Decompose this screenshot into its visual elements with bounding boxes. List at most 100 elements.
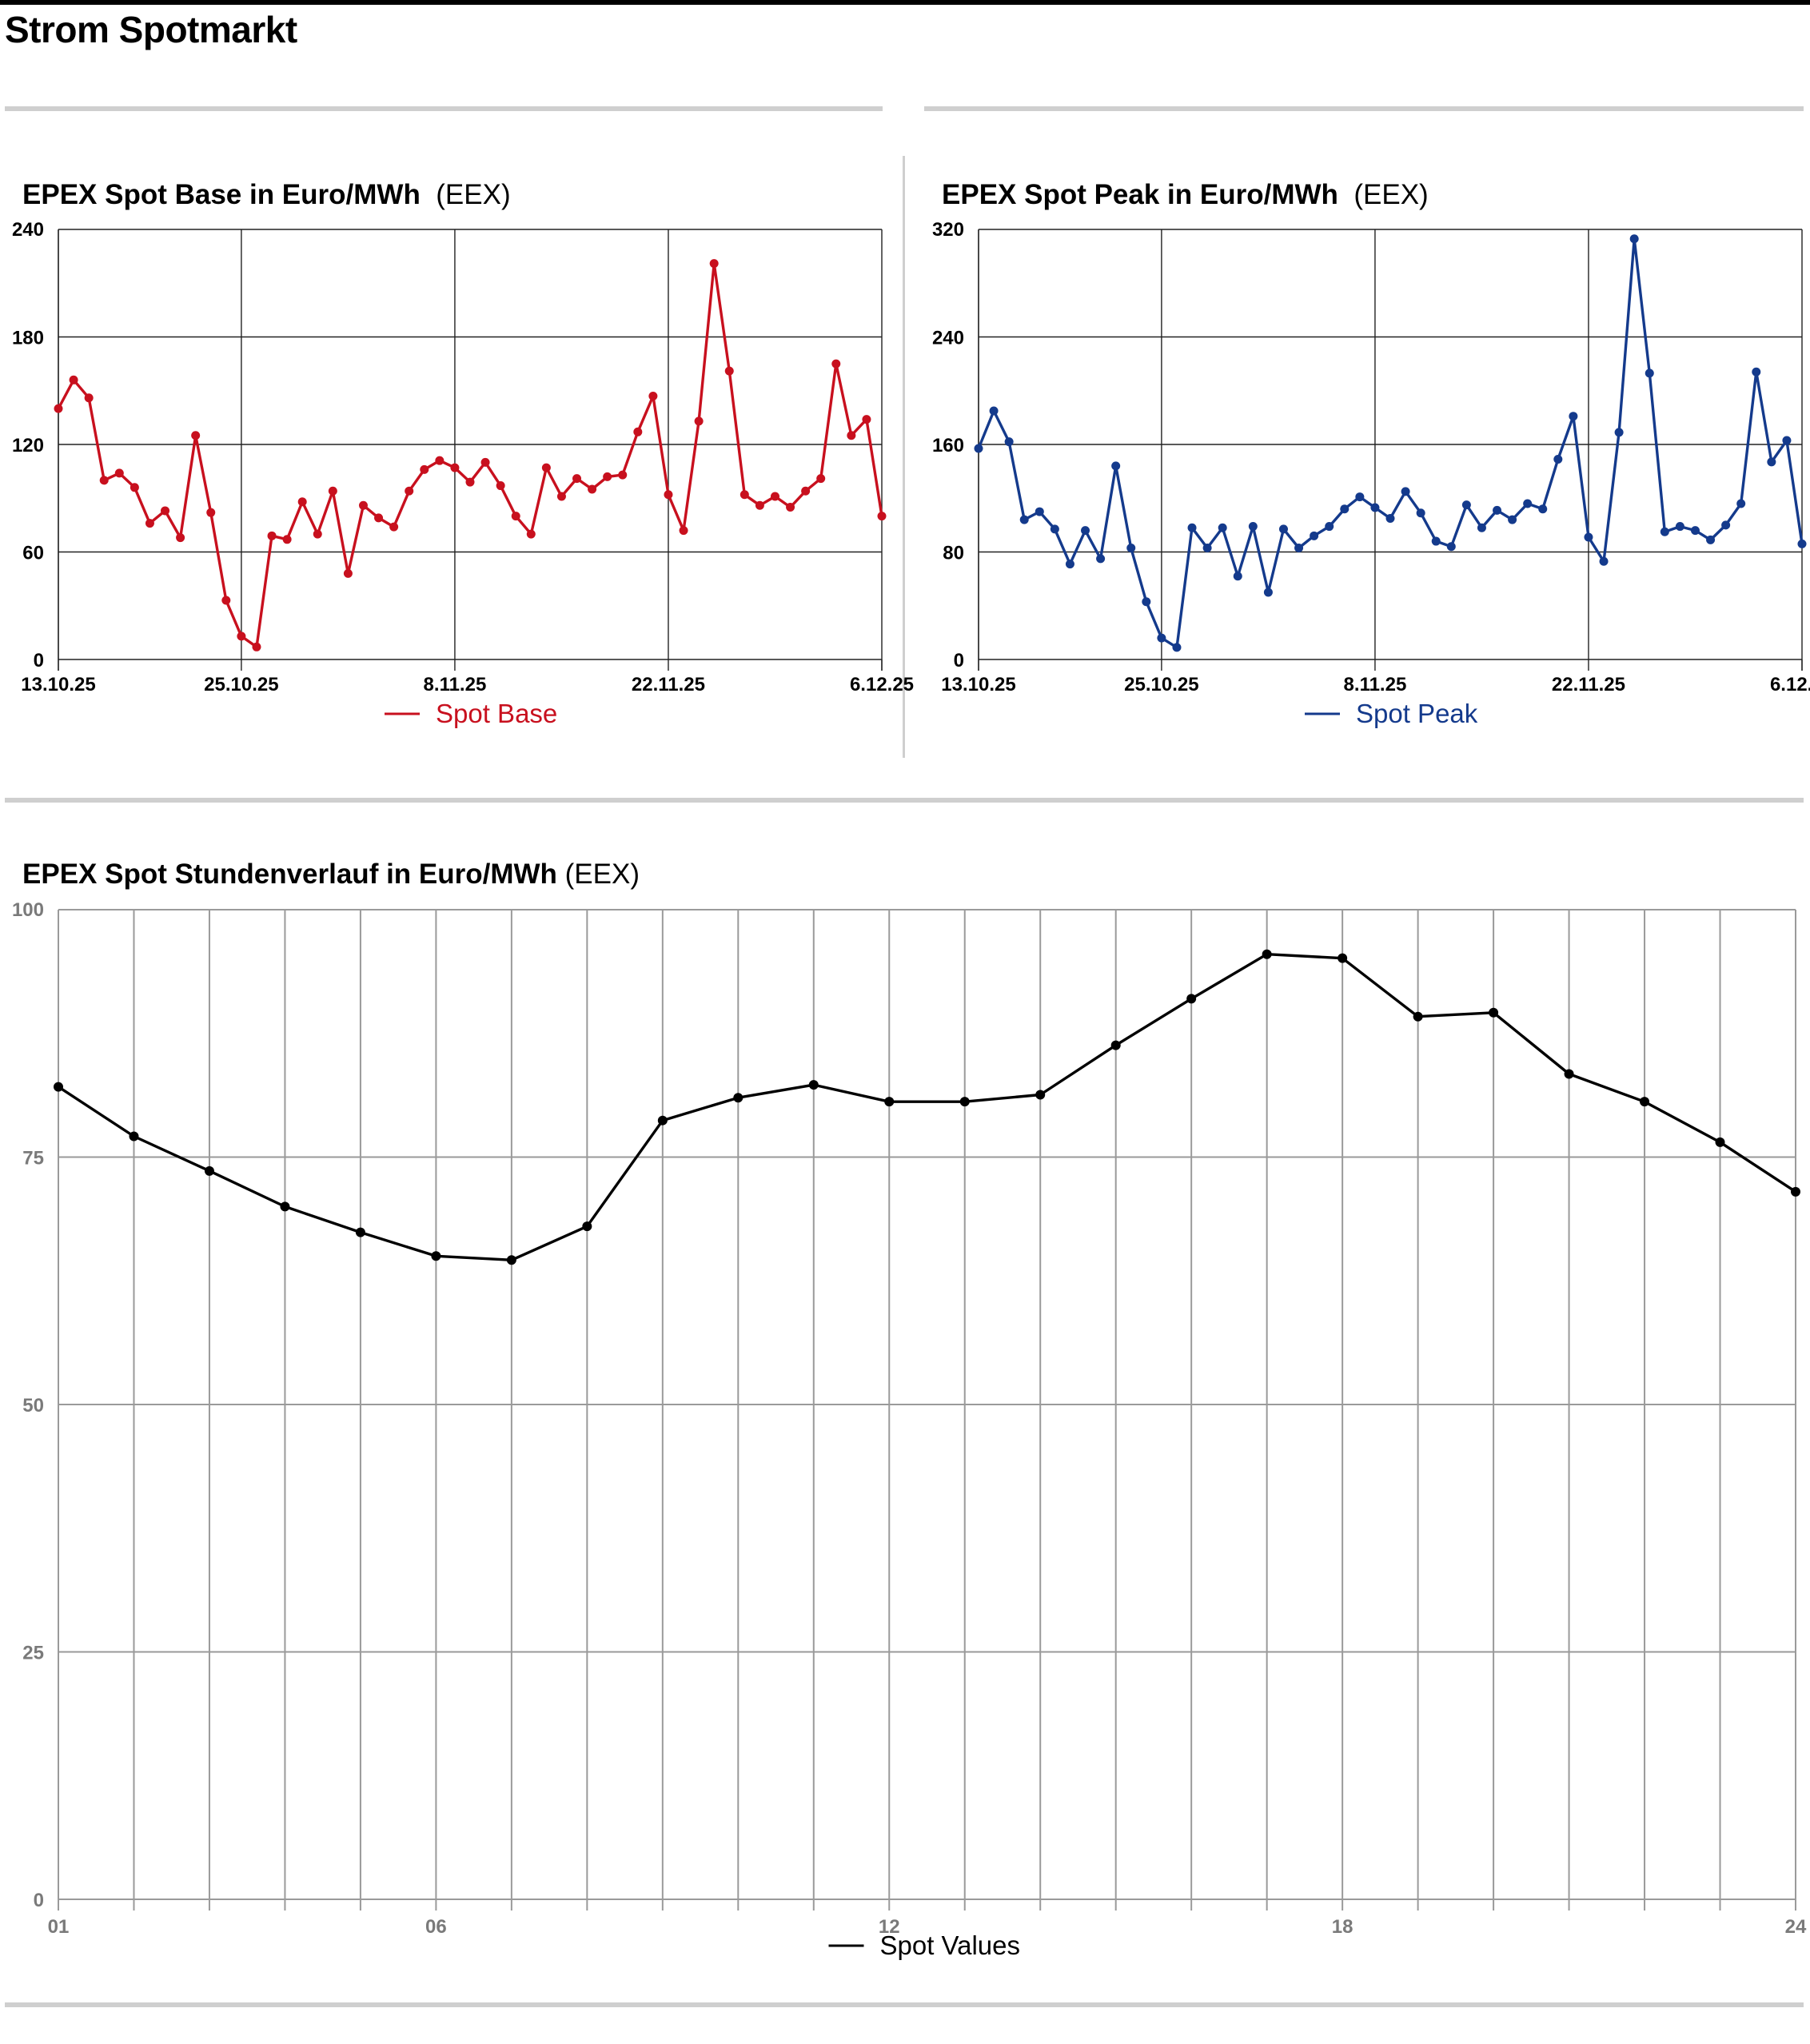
data-point bbox=[1186, 994, 1197, 1004]
data-point bbox=[1338, 953, 1348, 963]
y-tick-label: 120 bbox=[12, 435, 44, 456]
data-point bbox=[1126, 543, 1136, 552]
data-point bbox=[1081, 526, 1090, 536]
data-point bbox=[129, 1131, 139, 1142]
x-tick-label: 25.10.25 bbox=[204, 674, 278, 695]
data-point bbox=[1599, 556, 1609, 566]
data-point bbox=[770, 492, 779, 501]
data-point bbox=[1431, 536, 1441, 546]
data-point bbox=[618, 470, 628, 480]
data-point bbox=[204, 1165, 214, 1176]
data-point bbox=[389, 522, 399, 532]
data-point bbox=[847, 431, 856, 440]
data-point bbox=[1263, 588, 1273, 597]
data-point bbox=[405, 486, 414, 496]
data-point bbox=[54, 404, 63, 413]
data-point bbox=[1645, 369, 1654, 378]
data-point bbox=[755, 500, 764, 510]
data-point bbox=[130, 483, 139, 492]
y-tick-label: 160 bbox=[932, 435, 964, 456]
data-point bbox=[603, 472, 612, 481]
data-point bbox=[1157, 633, 1166, 643]
x-tick-label: 6.12.25 bbox=[850, 674, 914, 695]
data-point bbox=[511, 512, 520, 521]
data-point bbox=[252, 642, 261, 651]
data-point bbox=[1096, 554, 1106, 564]
data-point bbox=[420, 464, 429, 474]
data-point bbox=[1355, 492, 1365, 502]
data-point bbox=[1416, 508, 1425, 518]
y-tick-label: 320 bbox=[932, 219, 964, 241]
data-point bbox=[1172, 643, 1182, 652]
data-point bbox=[1262, 949, 1272, 959]
column-divider bbox=[903, 156, 905, 758]
top-rule bbox=[0, 0, 1810, 5]
data-point bbox=[1446, 542, 1456, 552]
data-point bbox=[1385, 513, 1395, 523]
data-point bbox=[877, 512, 887, 521]
data-point bbox=[1340, 504, 1350, 514]
y-tick-label: 75 bbox=[22, 1148, 44, 1169]
series-line-peak bbox=[977, 237, 1804, 649]
data-point bbox=[1035, 507, 1044, 516]
data-point bbox=[1721, 520, 1731, 530]
data-point bbox=[588, 484, 597, 494]
legend-label: Spot Peak bbox=[1356, 699, 1478, 728]
data-point bbox=[176, 533, 185, 543]
chart-title-peak: EPEX Spot Peak in Euro/MWh (EEX) bbox=[942, 179, 1429, 211]
data-point bbox=[1690, 526, 1700, 536]
data-point bbox=[1782, 436, 1792, 445]
x-tick-label: 22.11.25 bbox=[632, 674, 705, 695]
y-tick-label: 0 bbox=[954, 650, 964, 671]
data-point bbox=[374, 513, 384, 523]
y-tick-label: 240 bbox=[932, 328, 964, 349]
data-point bbox=[114, 468, 124, 478]
data-point bbox=[1736, 499, 1746, 508]
y-tick-label: 25 bbox=[22, 1643, 44, 1664]
data-point bbox=[648, 391, 658, 400]
data-point bbox=[657, 1115, 668, 1126]
x-tick-label: 12 bbox=[879, 1916, 900, 1938]
data-point bbox=[221, 596, 231, 605]
data-point bbox=[740, 490, 749, 500]
x-tick-label: 8.11.25 bbox=[424, 674, 487, 695]
data-point bbox=[237, 632, 246, 641]
data-point bbox=[1461, 500, 1471, 510]
data-point bbox=[556, 492, 566, 501]
data-point bbox=[884, 1097, 895, 1107]
data-point bbox=[1401, 487, 1410, 496]
data-point bbox=[450, 463, 460, 472]
data-point bbox=[1752, 367, 1761, 377]
data-point bbox=[1035, 1090, 1046, 1100]
data-point bbox=[496, 481, 505, 491]
data-point bbox=[816, 474, 826, 484]
data-point bbox=[1629, 234, 1639, 244]
x-tick-label: 06 bbox=[425, 1916, 447, 1938]
data-point bbox=[694, 416, 704, 426]
series-line-base bbox=[57, 261, 883, 648]
data-point bbox=[1538, 504, 1548, 514]
chart-title-base: EPEX Spot Base in Euro/MWh (EEX) bbox=[22, 179, 511, 211]
data-point bbox=[1278, 524, 1288, 534]
y-tick-label: 50 bbox=[22, 1395, 44, 1416]
legend-label: Spot Base bbox=[436, 699, 557, 728]
data-point bbox=[328, 486, 337, 496]
x-tick-label: 6.12.25 bbox=[1770, 674, 1810, 695]
chart-source-hourly: (EEX) bbox=[564, 859, 640, 890]
data-point bbox=[1310, 531, 1319, 540]
data-point bbox=[191, 431, 201, 440]
data-point bbox=[206, 508, 216, 517]
data-point bbox=[1489, 1007, 1499, 1018]
data-point bbox=[1675, 522, 1684, 532]
data-point bbox=[161, 506, 170, 516]
data-point bbox=[1553, 454, 1563, 464]
x-tick-label: 22.11.25 bbox=[1552, 674, 1625, 695]
data-point bbox=[506, 1255, 516, 1265]
data-point bbox=[1508, 515, 1517, 524]
data-point bbox=[465, 477, 475, 487]
data-point bbox=[1370, 503, 1380, 512]
data-point bbox=[1564, 1069, 1574, 1079]
data-point bbox=[1493, 505, 1502, 515]
data-point bbox=[1797, 539, 1807, 548]
